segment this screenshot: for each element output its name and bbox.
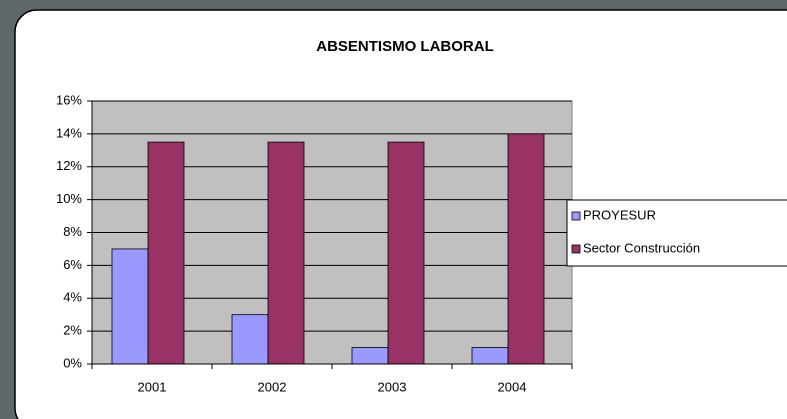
- bar: [471, 347, 509, 365]
- y-tick-label: 2%: [63, 323, 82, 338]
- y-tick-label: 4%: [63, 290, 82, 305]
- legend-label: PROYESUR: [583, 207, 656, 222]
- y-tick-label: 16%: [56, 92, 82, 107]
- legend-label: Sector Construcción: [583, 240, 700, 255]
- y-tick-label: 10%: [56, 191, 82, 206]
- x-tick-label: 2003: [378, 379, 407, 394]
- bar: [267, 141, 305, 365]
- chart-title: ABSENTISMO LABORAL: [316, 38, 494, 55]
- y-tick-label: 8%: [63, 224, 82, 239]
- legend-swatch: [571, 244, 581, 254]
- legend-swatch: [571, 211, 581, 221]
- bar: [351, 347, 389, 365]
- x-tick-label: 2004: [498, 379, 527, 394]
- legend-box: [566, 199, 787, 267]
- y-tick-label: 14%: [56, 125, 82, 140]
- bar: [387, 141, 425, 365]
- x-tick-label: 2002: [258, 379, 287, 394]
- bar: [507, 133, 545, 365]
- y-tick-label: 6%: [63, 257, 82, 272]
- y-tick-label: 12%: [56, 158, 82, 173]
- bar: [231, 314, 269, 365]
- y-tick-label: 0%: [63, 355, 82, 370]
- x-tick-label: 2001: [138, 379, 167, 394]
- bar: [147, 141, 185, 365]
- bar: [111, 248, 149, 365]
